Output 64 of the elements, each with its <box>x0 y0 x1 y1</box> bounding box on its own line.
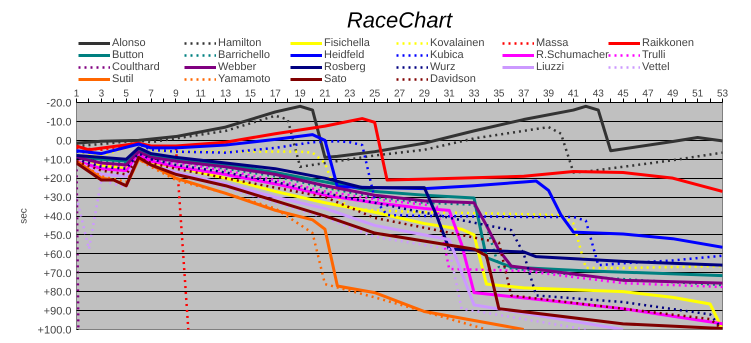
x-tick-label: 53 <box>716 88 728 100</box>
legend-label: Massa <box>536 37 568 49</box>
legend-label: Sutil <box>112 73 134 85</box>
x-tick-label: 5 <box>123 88 130 100</box>
y-tick-label: -10.0 <box>46 116 72 128</box>
x-tick-label: 37 <box>518 88 530 100</box>
legend-label: R.Schumacher <box>536 49 609 61</box>
y-tick-label: +40.0 <box>44 211 72 223</box>
y-tick-label: -20.0 <box>46 98 72 110</box>
y-axis-title: sec <box>18 208 30 224</box>
legend-label: Wurz <box>430 61 456 73</box>
x-tick-label: 39 <box>543 88 555 100</box>
legend-label: Yamamoto <box>218 73 270 85</box>
legend-label: Hamilton <box>218 37 262 49</box>
y-tick-label: +10.0 <box>44 154 72 166</box>
legend-label: Button <box>112 49 144 61</box>
legend-label: Rosberg <box>324 61 366 73</box>
legend-label: Davidson <box>430 73 476 85</box>
y-tick-label: 0.0 <box>56 135 72 148</box>
x-tick-label: 43 <box>592 88 604 100</box>
y-tick-label: +100.0 <box>38 324 72 336</box>
legend-label: Fisichella <box>324 37 370 49</box>
y-tick-label: +30.0 <box>44 192 72 204</box>
x-tick-label: 51 <box>692 88 704 100</box>
legend-label: Sato <box>324 73 347 85</box>
x-tick-label: 9 <box>173 88 180 100</box>
legend-label: Vettel <box>642 61 670 73</box>
x-tick-label: 47 <box>642 88 654 100</box>
x-tick-label: 13 <box>220 88 232 100</box>
legend-label: Heidfeld <box>324 49 364 61</box>
x-tick-label: 21 <box>319 88 331 100</box>
x-tick-label: 7 <box>148 88 154 100</box>
x-tick-label: 45 <box>618 88 630 100</box>
legend-label: Trulli <box>642 49 666 61</box>
x-tick-label: 29 <box>418 88 430 100</box>
x-tick-label: 23 <box>344 88 356 100</box>
y-tick-label: +20.0 <box>44 173 72 186</box>
y-tick-label: +50.0 <box>44 230 72 242</box>
y-tick-label: +90.0 <box>44 306 72 318</box>
x-tick-label: 25 <box>369 88 381 100</box>
x-tick-label: 27 <box>394 88 406 100</box>
x-tick-label: 41 <box>568 88 580 100</box>
legend-label: Kubica <box>430 49 464 61</box>
legend-label: Raikkonen <box>642 37 694 49</box>
x-tick-label: 19 <box>294 88 306 100</box>
chart-title: RaceChart <box>346 8 453 32</box>
x-tick-label: 3 <box>98 88 105 100</box>
x-tick-label: 17 <box>270 88 282 100</box>
x-tick-label: 49 <box>667 88 679 100</box>
y-tick-label: +80.0 <box>44 286 72 299</box>
legend-label: Barrichello <box>218 49 270 61</box>
x-tick-label: 15 <box>244 88 256 100</box>
x-tick-label: 31 <box>444 88 456 100</box>
y-tick-label: +60.0 <box>44 248 72 261</box>
legend-label: Alonso <box>112 37 146 49</box>
x-tick-label: 1 <box>74 88 80 100</box>
legend-label: Kovalainen <box>430 37 484 49</box>
x-tick-label: 35 <box>493 88 505 100</box>
legend-label: Coulthard <box>112 61 160 73</box>
legend-label: Liuzzi <box>536 61 564 73</box>
y-tick-label: +70.0 <box>44 268 72 280</box>
x-tick-label: 11 <box>196 88 206 100</box>
legend-label: Webber <box>218 61 256 73</box>
x-tick-label: 33 <box>468 88 480 100</box>
